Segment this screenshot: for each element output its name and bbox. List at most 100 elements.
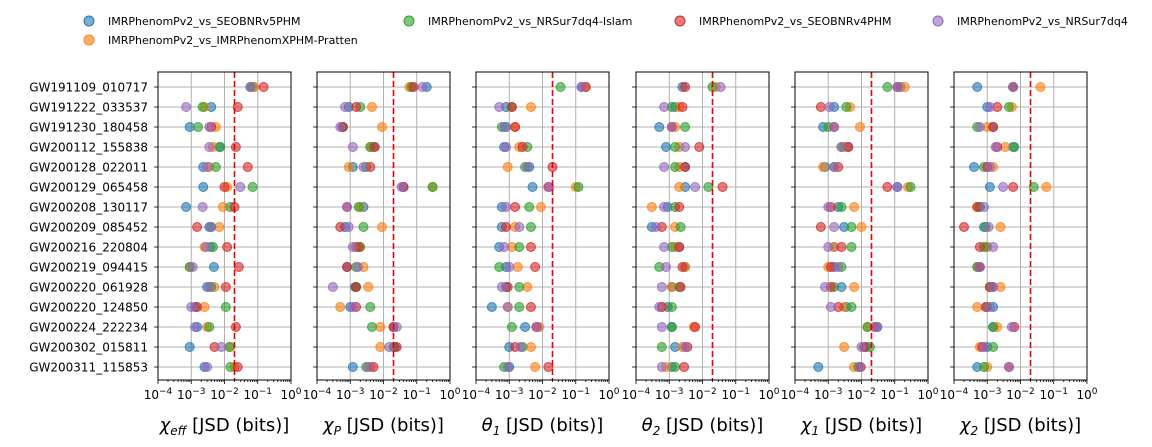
y-tick-label: GW200129_065458 xyxy=(29,181,148,195)
y-tick-label: GW200219_094415 xyxy=(29,261,148,275)
data-point xyxy=(219,182,230,192)
data-point xyxy=(666,122,677,132)
data-point xyxy=(501,202,512,212)
data-point xyxy=(486,302,497,312)
data-point xyxy=(690,322,701,332)
panel-2: 10−4 10−3 10−2 10−1 100 χP [JSD (bits)] xyxy=(303,71,461,438)
data-point xyxy=(512,262,523,272)
data-point xyxy=(818,162,829,172)
data-point xyxy=(494,262,505,272)
data-point xyxy=(543,362,554,372)
x-tick-label: 10−3 xyxy=(655,387,684,402)
x-axis-title: χ2 [JSD (bits)] xyxy=(959,415,1081,438)
data-point xyxy=(661,142,672,152)
x-tick-label: 100 xyxy=(758,387,779,402)
data-point xyxy=(365,302,376,312)
data-point xyxy=(192,222,203,232)
data-point xyxy=(204,142,215,152)
data-point xyxy=(841,102,852,112)
data-point xyxy=(515,342,526,352)
data-point xyxy=(1008,182,1019,192)
data-point xyxy=(654,302,665,312)
data-point xyxy=(856,342,867,352)
legend-label: IMRPhenomPv2_vs_SEOBNRv5PHM xyxy=(108,15,300,28)
data-point xyxy=(988,342,999,352)
legend-marker xyxy=(83,34,95,46)
panel-6: 10−4 10−3 10−2 10−1 100 χ2 [JSD (bits)] xyxy=(940,71,1098,438)
data-point xyxy=(666,302,677,312)
y-tick-label: GW200209_085452 xyxy=(29,221,148,235)
x-tick-label: 100 xyxy=(439,387,460,402)
legend-marker xyxy=(932,15,944,27)
data-point xyxy=(824,102,835,112)
data-point xyxy=(555,82,566,92)
data-point xyxy=(983,222,994,232)
data-point xyxy=(974,262,985,272)
data-point xyxy=(1035,82,1046,92)
data-point xyxy=(186,302,197,312)
data-point xyxy=(258,82,269,92)
panel-3: 10−4 10−3 10−2 10−1 100 θ1 [JSD (bits)] xyxy=(462,71,620,438)
data-point xyxy=(674,202,685,212)
x-tick-label: 10−3 xyxy=(336,387,365,402)
data-point xyxy=(656,342,667,352)
data-point xyxy=(353,202,364,212)
data-point xyxy=(872,322,883,332)
data-point xyxy=(501,142,512,152)
data-point xyxy=(823,202,834,212)
data-point xyxy=(984,302,995,312)
y-tick-label: GW200128_022011 xyxy=(29,161,148,175)
data-point xyxy=(892,182,903,192)
data-point xyxy=(232,102,243,112)
data-point xyxy=(496,282,507,292)
y-tick-label: GW200220_124850 xyxy=(29,301,148,315)
x-tick-label: 10−2 xyxy=(210,387,239,402)
data-point xyxy=(187,262,198,272)
data-point xyxy=(690,182,701,192)
y-tick-label: GW191222_033537 xyxy=(29,101,148,115)
legend-marker xyxy=(674,15,686,27)
data-point xyxy=(343,162,354,172)
data-point xyxy=(823,242,834,252)
data-point xyxy=(680,82,691,92)
data-point xyxy=(193,122,204,132)
data-point xyxy=(197,202,208,212)
data-point xyxy=(204,322,215,332)
data-point xyxy=(366,322,377,332)
data-point xyxy=(833,262,844,272)
x-tick-label: 100 xyxy=(598,387,619,402)
x-tick-label: 10−4 xyxy=(781,387,810,402)
y-tick-label: GW200311_115853 xyxy=(29,361,148,375)
data-point xyxy=(670,362,681,372)
data-point xyxy=(358,222,369,232)
data-point xyxy=(670,142,681,152)
legend-marker xyxy=(83,15,95,27)
data-point xyxy=(340,102,351,112)
data-point xyxy=(1041,182,1052,192)
data-point xyxy=(514,222,525,232)
x-axis-title: χP [JSD (bits)] xyxy=(322,415,444,438)
y-tick-label: GW200216_220804 xyxy=(29,241,148,255)
data-point xyxy=(517,142,528,152)
data-point xyxy=(335,302,346,312)
data-point xyxy=(351,282,362,292)
data-point xyxy=(825,302,836,312)
data-point xyxy=(352,262,363,272)
data-point xyxy=(670,162,681,172)
y-tick-label: GW200208_130117 xyxy=(29,201,148,215)
data-point xyxy=(184,342,195,352)
data-point xyxy=(506,322,517,332)
data-point xyxy=(979,362,990,372)
x-tick-label: 10−2 xyxy=(688,387,717,402)
data-point xyxy=(677,262,688,272)
data-point xyxy=(972,302,983,312)
data-point xyxy=(659,202,670,212)
data-point xyxy=(347,242,358,252)
data-point xyxy=(535,202,546,212)
data-point xyxy=(646,202,657,212)
data-point xyxy=(525,302,536,312)
data-point xyxy=(815,102,826,112)
legend-marker xyxy=(403,15,415,27)
data-point xyxy=(335,122,346,132)
x-axis-title: θ1 [JSD (bits)] xyxy=(482,415,604,438)
